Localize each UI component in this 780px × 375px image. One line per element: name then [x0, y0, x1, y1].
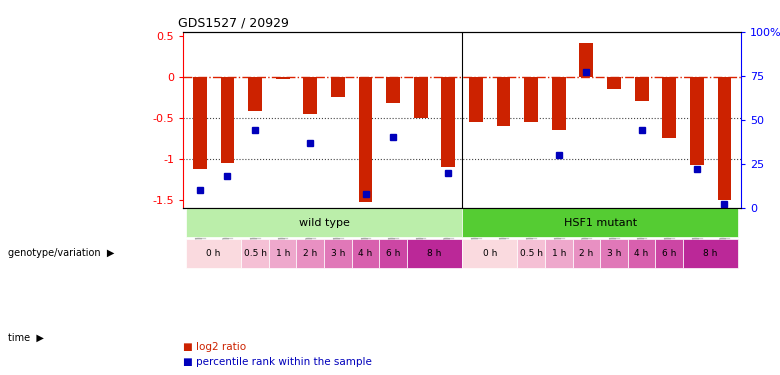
Text: 6 h: 6 h: [662, 249, 676, 258]
Bar: [635, 77, 648, 101]
Text: GSM67505: GSM67505: [720, 210, 729, 255]
Bar: [600, 238, 628, 267]
Bar: [414, 77, 427, 118]
Bar: [379, 238, 407, 267]
Text: 2 h: 2 h: [303, 249, 317, 258]
Text: ■ percentile rank within the sample: ■ percentile rank within the sample: [183, 357, 372, 367]
Bar: [303, 77, 317, 114]
Bar: [683, 238, 738, 267]
Text: GSM67510: GSM67510: [223, 210, 232, 255]
Bar: [248, 77, 262, 111]
Text: GSM67496: GSM67496: [637, 210, 646, 255]
Bar: [545, 238, 573, 267]
Text: GSM67493: GSM67493: [693, 210, 701, 255]
Bar: [469, 77, 483, 122]
Text: 0 h: 0 h: [483, 249, 497, 258]
Text: GSM67502: GSM67502: [555, 210, 563, 255]
Text: ■ log2 ratio: ■ log2 ratio: [183, 342, 246, 352]
Bar: [331, 77, 345, 98]
Bar: [407, 238, 462, 267]
Text: 3 h: 3 h: [607, 249, 621, 258]
Bar: [662, 77, 676, 138]
Bar: [524, 77, 538, 122]
Text: time  ▶: time ▶: [8, 333, 44, 343]
Text: GSM67511: GSM67511: [444, 210, 453, 255]
Text: GSM67495: GSM67495: [417, 210, 425, 255]
Bar: [269, 238, 296, 267]
Bar: [462, 238, 517, 267]
Bar: [552, 77, 566, 130]
Bar: [607, 77, 621, 89]
Text: GSM67499: GSM67499: [361, 210, 370, 255]
Bar: [296, 238, 324, 267]
Bar: [359, 77, 372, 202]
Bar: [517, 238, 545, 267]
Bar: [186, 209, 462, 237]
Bar: [497, 77, 510, 126]
Text: 3 h: 3 h: [331, 249, 345, 258]
Text: 0.5 h: 0.5 h: [519, 249, 543, 258]
Text: 4 h: 4 h: [358, 249, 373, 258]
Bar: [573, 238, 600, 267]
Text: GSM67504: GSM67504: [471, 210, 480, 255]
Bar: [462, 209, 738, 237]
Text: genotype/variation  ▶: genotype/variation ▶: [8, 248, 114, 258]
Bar: [386, 77, 400, 103]
Text: 0.5 h: 0.5 h: [243, 249, 267, 258]
Text: 4 h: 4 h: [634, 249, 649, 258]
Text: GSM67500: GSM67500: [582, 210, 591, 255]
Text: GSM67506: GSM67506: [195, 210, 204, 255]
Text: 8 h: 8 h: [704, 249, 718, 258]
Bar: [628, 238, 655, 267]
Text: GSM67501: GSM67501: [333, 210, 342, 255]
Text: GSM67509: GSM67509: [526, 210, 536, 255]
Bar: [690, 77, 704, 165]
Bar: [352, 238, 379, 267]
Text: HSF1 mutant: HSF1 mutant: [564, 218, 636, 228]
Bar: [241, 238, 269, 267]
Text: GSM67508: GSM67508: [278, 210, 287, 255]
Bar: [655, 238, 683, 267]
Text: GSM67498: GSM67498: [609, 210, 619, 255]
Bar: [276, 77, 289, 80]
Text: GSM67497: GSM67497: [388, 210, 398, 255]
Bar: [221, 77, 234, 163]
Text: 2 h: 2 h: [580, 249, 594, 258]
Bar: [324, 238, 352, 267]
Bar: [186, 238, 241, 267]
Text: GSM67494: GSM67494: [665, 210, 674, 255]
Bar: [441, 77, 456, 167]
Text: GSM67512: GSM67512: [250, 210, 260, 255]
Text: 6 h: 6 h: [386, 249, 400, 258]
Bar: [580, 42, 594, 77]
Text: GSM67503: GSM67503: [306, 210, 315, 255]
Text: 0 h: 0 h: [207, 249, 221, 258]
Text: GSM67507: GSM67507: [499, 210, 508, 255]
Text: 8 h: 8 h: [427, 249, 441, 258]
Text: 1 h: 1 h: [275, 249, 290, 258]
Text: GDS1527 / 20929: GDS1527 / 20929: [178, 16, 289, 29]
Bar: [193, 77, 207, 170]
Text: 1 h: 1 h: [551, 249, 566, 258]
Text: wild type: wild type: [299, 218, 349, 228]
Bar: [718, 77, 732, 200]
